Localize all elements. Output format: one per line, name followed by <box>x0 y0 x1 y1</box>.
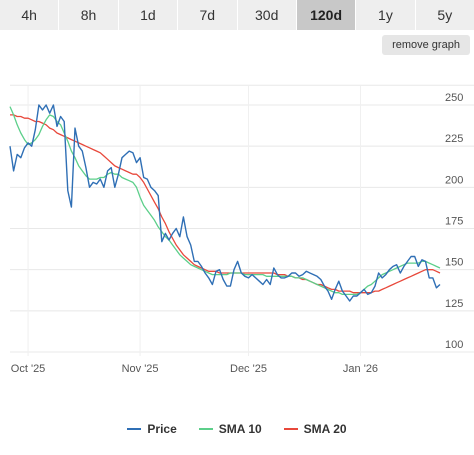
tab-120d[interactable]: 120d <box>296 0 357 30</box>
tab-7d[interactable]: 7d <box>178 0 238 30</box>
tab-1d[interactable]: 1d <box>118 0 179 30</box>
x-tick-label: Oct '25 <box>11 363 46 375</box>
y-tick-label: 200 <box>445 174 463 186</box>
tab-8h[interactable]: 8h <box>59 0 119 30</box>
price-line <box>9 104 441 302</box>
y-tick-label: 250 <box>445 92 463 104</box>
x-tick-label: Jan '26 <box>343 363 378 375</box>
legend-swatch-sma10 <box>198 428 213 430</box>
chart-legend: Price SMA 10 SMA 20 <box>0 418 474 440</box>
x-tick-label: Nov '25 <box>122 363 159 375</box>
tab-4h[interactable]: 4h <box>0 0 60 30</box>
y-tick-label: 125 <box>445 298 463 310</box>
y-tick-label: 175 <box>445 216 463 228</box>
timeframe-tabs: 4h 8h 1d 7d 30d 120d 1y 5y <box>0 0 474 30</box>
legend-item-price[interactable]: Price <box>127 418 177 440</box>
legend-label-sma20: SMA 20 <box>303 422 347 436</box>
x-tick-label: Dec '25 <box>230 363 267 375</box>
legend-swatch-price <box>127 428 142 430</box>
tab-30d[interactable]: 30d <box>237 0 297 30</box>
legend-label-sma10: SMA 10 <box>218 422 262 436</box>
y-tick-label: 100 <box>445 339 463 351</box>
y-tick-label: 150 <box>445 257 463 269</box>
legend-label-price: Price <box>147 422 177 436</box>
price-chart: 250 225 200 175 150 125 100 Oct '25 Nov '25 Dec '… <box>9 84 474 375</box>
sma20-line <box>10 114 441 294</box>
tab-1y[interactable]: 1y <box>356 0 416 30</box>
remove-graph-button[interactable]: remove graph <box>382 35 470 55</box>
legend-item-sma20[interactable]: SMA 20 <box>283 418 347 440</box>
legend-item-sma10[interactable]: SMA 10 <box>198 418 262 440</box>
legend-swatch-sma20 <box>283 428 298 430</box>
tab-5y[interactable]: 5y <box>415 0 474 30</box>
sma10-line <box>9 106 441 296</box>
y-tick-label: 225 <box>445 133 463 145</box>
